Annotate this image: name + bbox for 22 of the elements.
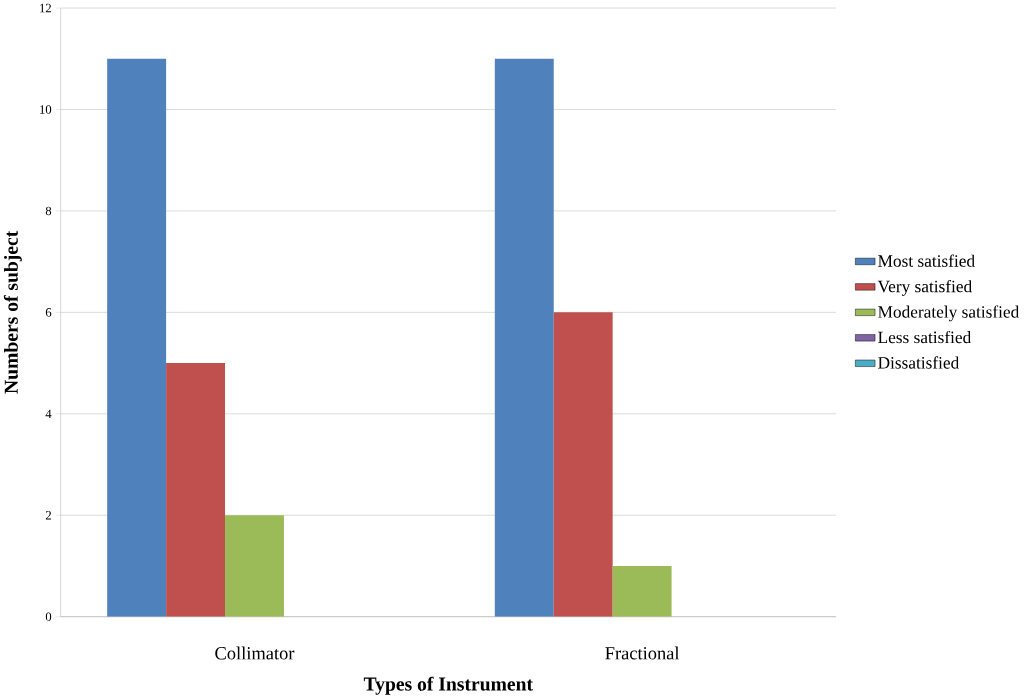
- x-tick-label: Fractional: [605, 646, 680, 660]
- y-tick-label: 6: [45, 308, 52, 317]
- legend-label: Moderately satisfied: [878, 305, 1020, 322]
- y-tick-label: 2: [45, 511, 51, 520]
- legend-label: Dissatisfied: [878, 356, 960, 369]
- y-axis-title: Numbers of subject: [3, 231, 22, 394]
- bar: [225, 515, 284, 617]
- x-axis-title: Types of Instrument: [363, 676, 533, 695]
- legend-label: Most satisfied: [878, 254, 975, 268]
- y-tick-label: 4: [45, 409, 52, 419]
- x-tick-label: Collimator: [215, 646, 295, 660]
- bar: [612, 566, 672, 617]
- legend-label: Very satisfied: [877, 280, 972, 297]
- bar: [166, 363, 226, 617]
- y-tick-label: 10: [40, 105, 52, 114]
- bar: [494, 58, 554, 617]
- bar: [107, 58, 167, 617]
- y-tick-label: 8: [45, 206, 52, 216]
- y-tick-label: 0: [45, 612, 52, 622]
- y-tick-label: 12: [40, 4, 51, 13]
- legend-label: Less satisfied: [878, 331, 972, 344]
- bar: [553, 312, 613, 617]
